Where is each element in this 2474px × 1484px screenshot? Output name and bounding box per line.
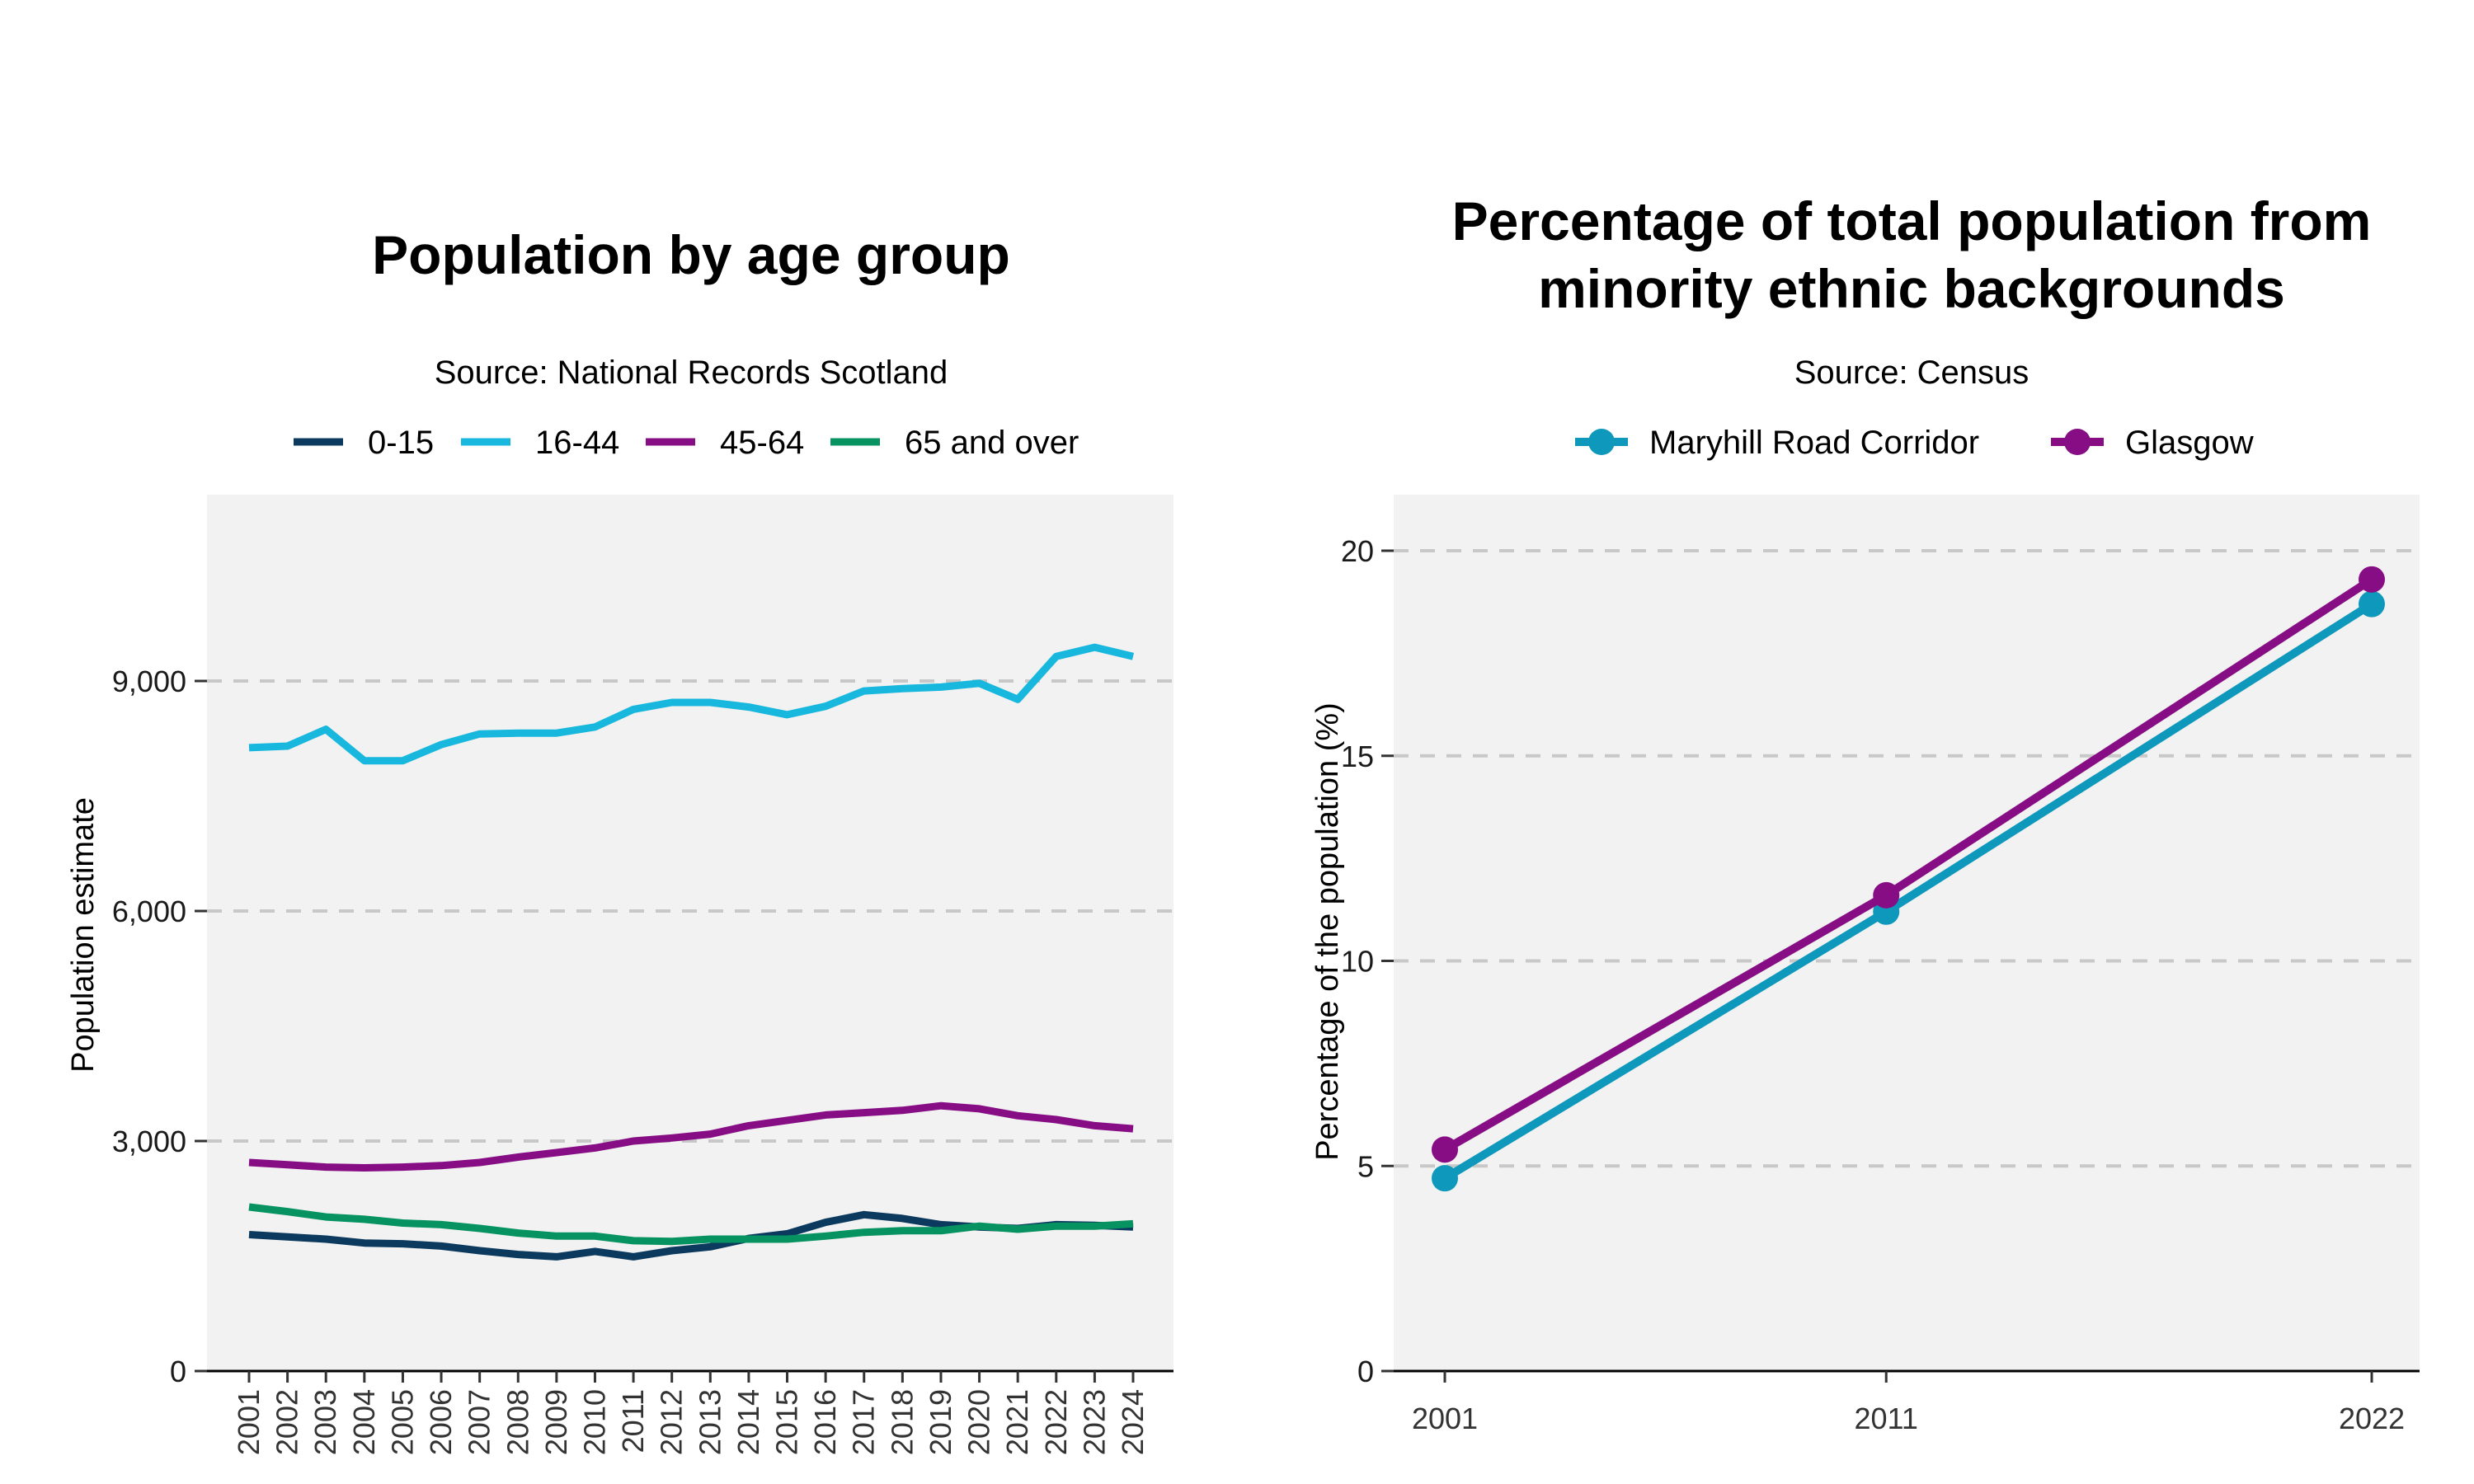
y-tick-label: 5 <box>1357 1149 1374 1183</box>
legend: Maryhill Road Corridor Glasgow <box>1575 425 2254 461</box>
chart-subtitle: Source: National Records Scotland <box>435 355 948 391</box>
chart-title: Population by age group <box>372 224 1010 285</box>
chart-subtitle: Source: Census <box>1794 355 2030 391</box>
y-tick-label: 20 <box>1341 534 1374 568</box>
legend-key-marker <box>2064 429 2091 455</box>
x-tick-label: 2022 <box>1039 1389 1073 1455</box>
data-point-glasgow <box>2359 566 2385 593</box>
x-tick-label: 2011 <box>1855 1402 1918 1435</box>
x-tick-label: 2001 <box>1412 1402 1478 1435</box>
data-point-glasgow <box>1432 1136 1458 1163</box>
y-axis: 0 5 10 15 20 <box>1341 534 1394 1388</box>
x-tick-label: 2022 <box>2339 1402 2405 1435</box>
data-point-maryhill-road-corridor <box>1432 1165 1458 1192</box>
chart-title-line-1: Percentage of total population from <box>1452 190 2372 251</box>
grid-lines <box>1394 549 2420 1168</box>
y-axis: 0 3,000 6,000 9,000 <box>112 665 207 1388</box>
y-axis-title: Percentage of the population (%) <box>1310 702 1345 1161</box>
x-tick-label: 2013 <box>693 1389 727 1455</box>
legend-label: Glasgow <box>2125 425 2254 461</box>
plot-panel <box>1394 495 2420 1371</box>
chart-minority-ethnic-percentage: Percentage of total population from mino… <box>1310 190 2420 1435</box>
x-tick-label: 2003 <box>308 1389 342 1455</box>
x-tick-label: 2011 <box>616 1389 650 1453</box>
x-axis: 2001 2002 2003 2004 2005 2006 2007 2008 2009 2010… <box>207 1369 1174 1455</box>
x-tick-label: 2014 <box>731 1389 765 1455</box>
chart-population-by-age: Population by age group Source: National… <box>66 224 1174 1455</box>
series-line-45-64 <box>248 1101 1134 1172</box>
y-tick-label: 0 <box>1357 1355 1374 1388</box>
x-tick-label: 2006 <box>424 1389 458 1455</box>
x-tick-label: 2001 <box>232 1389 266 1455</box>
x-tick-label: 2007 <box>463 1389 496 1455</box>
y-tick-label: 0 <box>170 1355 186 1388</box>
x-tick-label: 2016 <box>808 1389 842 1455</box>
grid-lines <box>207 679 1174 1143</box>
y-tick-label: 10 <box>1341 945 1374 979</box>
x-tick-label: 2002 <box>270 1389 304 1455</box>
y-tick-label: 9,000 <box>112 665 186 698</box>
x-tick-label: 2018 <box>885 1389 919 1455</box>
y-axis-title: Population estimate <box>66 797 101 1073</box>
legend-label: Maryhill Road Corridor <box>1649 425 1979 461</box>
x-tick-label: 2017 <box>847 1389 881 1455</box>
series-line-16-44 <box>248 643 1135 765</box>
chart-title-line-2: minority ethnic backgrounds <box>1538 258 2285 319</box>
legend-label: 16-44 <box>535 425 619 461</box>
y-tick-label: 15 <box>1341 740 1374 773</box>
y-tick-label: 3,000 <box>112 1125 186 1158</box>
data-point-glasgow <box>1873 881 1900 909</box>
data-point-maryhill-road-corridor <box>2359 590 2385 618</box>
legend: 0-15 16-44 45-64 65 and over <box>294 425 1079 461</box>
x-tick-label: 2019 <box>924 1389 957 1455</box>
x-tick-label: 2015 <box>770 1389 804 1455</box>
x-tick-label: 2012 <box>655 1389 689 1455</box>
x-tick-label: 2021 <box>1000 1389 1034 1455</box>
x-axis: 2001 2011 2022 <box>1394 1369 2420 1435</box>
series-lines <box>248 643 1135 1261</box>
x-tick-label: 2010 <box>577 1389 611 1455</box>
y-tick-label: 6,000 <box>112 895 186 928</box>
x-tick-label: 2024 <box>1116 1389 1150 1455</box>
x-tick-label: 2005 <box>385 1389 419 1455</box>
x-tick-label: 2020 <box>962 1389 996 1455</box>
legend-key-marker <box>1588 429 1615 455</box>
series-line-65-and-over <box>248 1203 1134 1246</box>
legend-label: 0-15 <box>368 425 434 461</box>
legend-label: 45-64 <box>720 425 804 461</box>
series-lines <box>1432 566 2385 1192</box>
x-tick-label: 2023 <box>1077 1389 1111 1455</box>
x-tick-label: 2009 <box>539 1389 573 1455</box>
legend-label: 65 and over <box>905 425 1079 461</box>
x-tick-label: 2008 <box>501 1389 534 1455</box>
x-tick-label: 2004 <box>347 1389 381 1455</box>
